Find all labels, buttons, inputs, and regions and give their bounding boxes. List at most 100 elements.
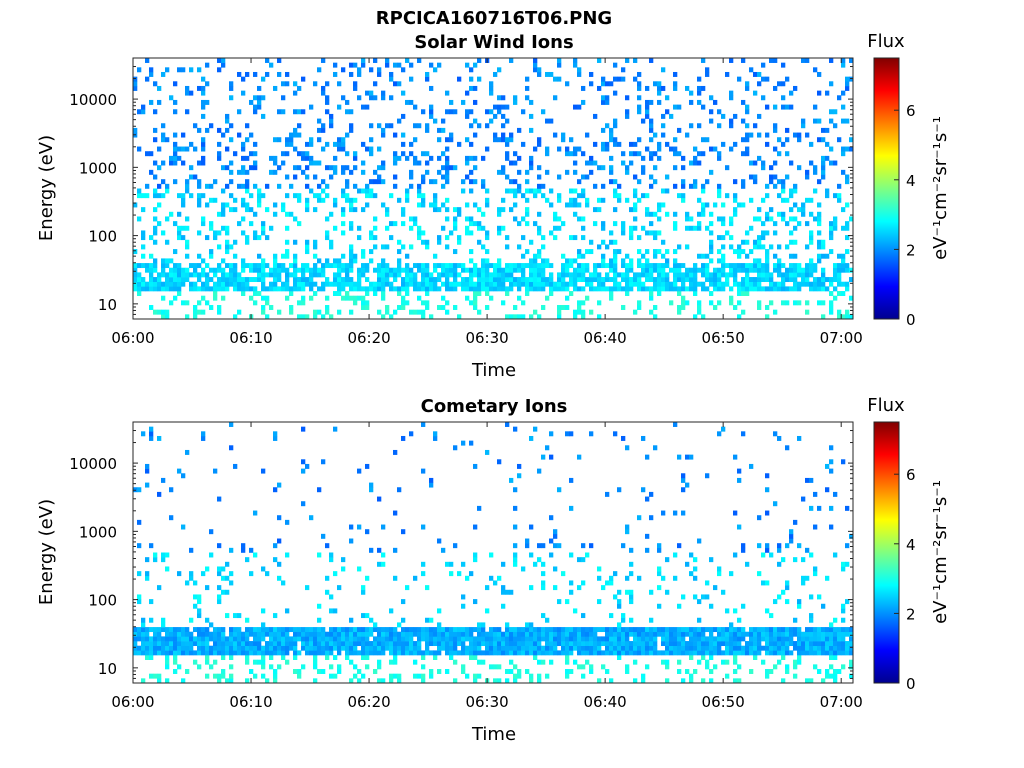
spectrogram-cell	[789, 277, 794, 283]
spectrogram-cell	[441, 267, 446, 273]
spectrogram-cell	[565, 659, 570, 665]
spectrogram-cell	[425, 123, 430, 129]
spectrogram-cell	[573, 258, 578, 264]
spectrogram-cell	[741, 118, 746, 124]
spectrogram-cell	[561, 221, 566, 227]
spectrogram-cell	[781, 281, 786, 287]
spectrogram-cell	[533, 650, 538, 656]
spectrogram-cell	[637, 71, 642, 77]
spectrogram-cell	[353, 183, 358, 189]
spectrogram-cell	[717, 109, 722, 115]
spectrogram-cell	[821, 627, 826, 633]
spectrogram-cell	[697, 305, 702, 310]
spectrogram-cell	[153, 160, 158, 166]
spectrogram-cell	[293, 127, 298, 133]
spectrogram-cell	[133, 85, 138, 91]
spectrogram-cell	[509, 160, 514, 166]
spectrogram-cell	[585, 636, 590, 642]
spectrogram-cell	[709, 557, 714, 563]
y-axis-label: Energy (eV)	[36, 135, 57, 241]
spectrogram-cell	[225, 286, 230, 292]
spectrogram-cell	[357, 669, 362, 674]
spectrogram-cell	[469, 258, 474, 264]
spectrogram-cell	[485, 123, 490, 129]
spectrogram-cell	[249, 132, 254, 138]
spectrogram-cell	[233, 253, 238, 259]
spectrogram-cell	[561, 263, 566, 269]
spectrogram-cell	[365, 193, 370, 199]
spectrogram-cell	[553, 533, 558, 539]
spectrogram-cell	[145, 557, 150, 563]
spectrogram-cell	[189, 575, 194, 581]
spectrogram-cell	[277, 538, 282, 544]
spectrogram-cell	[765, 76, 770, 82]
spectrogram-cell	[797, 267, 802, 273]
spectrogram-cell	[549, 631, 554, 637]
spectrogram-cell	[541, 636, 546, 642]
spectrogram-cell	[217, 678, 222, 684]
spectrogram-cell	[333, 571, 338, 577]
spectrogram-cell	[621, 305, 626, 310]
spectrogram-cell	[581, 543, 586, 549]
spectrogram-cell	[189, 193, 194, 199]
spectrogram-cell	[165, 650, 170, 656]
spectrogram-cell	[585, 627, 590, 633]
spectrogram-cell	[541, 561, 546, 567]
spectrogram-cell	[525, 95, 530, 101]
spectrogram-cell	[285, 641, 290, 647]
spectrogram-cell	[737, 650, 742, 656]
spectrogram-cell	[597, 281, 602, 287]
spectrogram-cell	[637, 85, 642, 91]
spectrogram-cell	[709, 95, 714, 101]
spectrogram-cell	[293, 272, 298, 278]
spectrogram-cell	[717, 645, 722, 651]
spectrogram-cell	[793, 519, 798, 525]
spectrogram-cell	[661, 253, 666, 259]
spectrogram-cell	[461, 641, 466, 647]
spectrogram-cell	[209, 225, 214, 231]
spectrogram-cell	[245, 641, 250, 647]
spectrogram-cell	[737, 477, 742, 483]
spectrogram-cell	[805, 281, 810, 287]
spectrogram-cell	[225, 589, 230, 595]
spectrogram-cell	[617, 627, 622, 633]
spectrogram-cell	[325, 165, 330, 171]
spectrogram-cell	[169, 641, 174, 647]
spectrogram-cell	[285, 272, 290, 278]
spectrogram-cell	[825, 155, 830, 161]
spectrogram-cell	[173, 669, 178, 674]
spectrogram-cell	[225, 613, 230, 619]
spectrogram-cell	[681, 281, 686, 287]
spectrogram-cell	[657, 249, 662, 255]
spectrogram-cell	[841, 104, 846, 110]
spectrogram-cell	[349, 71, 354, 77]
spectrogram-cell	[141, 193, 146, 199]
spectrogram-cell	[717, 183, 722, 189]
spectrogram-cell	[433, 435, 438, 441]
spectrogram-cell	[313, 664, 318, 670]
spectrogram-cell	[321, 650, 326, 656]
spectrogram-cell	[281, 650, 286, 656]
spectrogram-cell	[465, 575, 470, 581]
spectrogram-cell	[269, 305, 274, 310]
spectrogram-cell	[393, 645, 398, 651]
spectrogram-cell	[357, 277, 362, 283]
spectrogram-cell	[137, 146, 142, 152]
spectrogram-cell	[373, 179, 378, 185]
spectrogram-cell	[249, 99, 254, 105]
spectrogram-cell	[205, 673, 210, 679]
spectrogram-cell	[461, 669, 466, 674]
spectrogram-cell	[801, 636, 806, 642]
spectrogram-cell	[261, 631, 266, 637]
spectrogram-cell	[333, 291, 338, 296]
spectrogram-cell	[817, 627, 822, 633]
spectrogram-cell	[449, 571, 454, 577]
spectrogram-cell	[265, 286, 270, 292]
spectrogram-cell	[469, 76, 474, 82]
spectrogram-cell	[393, 81, 398, 87]
spectrogram-cell	[669, 286, 674, 292]
spectrogram-cell	[409, 281, 414, 287]
spectrogram-cell	[401, 645, 406, 651]
spectrogram-cell	[521, 627, 526, 633]
spectrogram-cell	[461, 631, 466, 637]
